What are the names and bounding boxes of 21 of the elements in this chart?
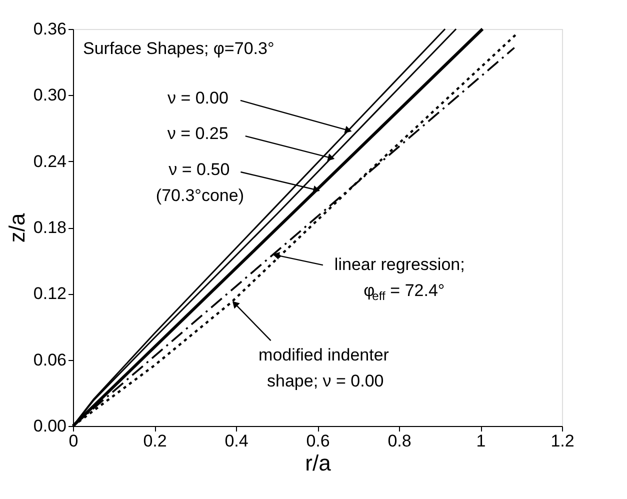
x-tick-label: 0.6 xyxy=(306,432,330,450)
y-tick-label: 0.30 xyxy=(33,86,66,105)
x-tick-label: 1 xyxy=(476,432,486,450)
x-axis-title: r/a xyxy=(305,450,332,476)
annotation: modified indenter shape; ν = 0.00 xyxy=(258,346,390,391)
y-tick-label: 0.12 xyxy=(33,284,66,304)
y-tick-label: 0.00 xyxy=(33,416,66,436)
y-tick-label: 0.06 xyxy=(33,350,66,370)
annotation: ν = 0.50 (70.3°cone) xyxy=(156,160,244,206)
x-tick-label: 0.8 xyxy=(388,432,412,450)
annotation: ν = 0.00 xyxy=(167,88,228,108)
y-tick-label: 0.36 xyxy=(33,20,66,38)
annotation: ν = 0.25 xyxy=(167,124,228,144)
y-tick-label: 0.18 xyxy=(33,218,66,237)
x-tick-label: 0.2 xyxy=(143,432,167,450)
y-tick-label: 0.24 xyxy=(33,152,66,171)
x-tick-label: 0.4 xyxy=(224,432,248,450)
x-tick-label: 0 xyxy=(68,432,78,450)
x-tick-label: 1.2 xyxy=(550,432,574,450)
annotation: Surface Shapes; φ=70.3° xyxy=(83,39,274,58)
y-axis-title: z/a xyxy=(4,212,30,243)
